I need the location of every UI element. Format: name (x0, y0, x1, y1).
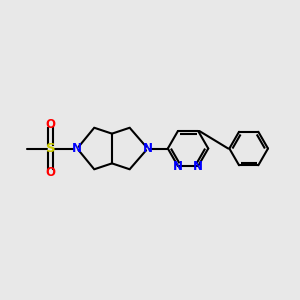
Text: N: N (72, 142, 82, 155)
Text: N: N (142, 142, 153, 155)
Text: S: S (46, 142, 55, 155)
Text: N: N (193, 160, 203, 172)
Text: O: O (45, 118, 56, 131)
Text: N: N (173, 160, 183, 172)
Text: O: O (45, 166, 56, 179)
